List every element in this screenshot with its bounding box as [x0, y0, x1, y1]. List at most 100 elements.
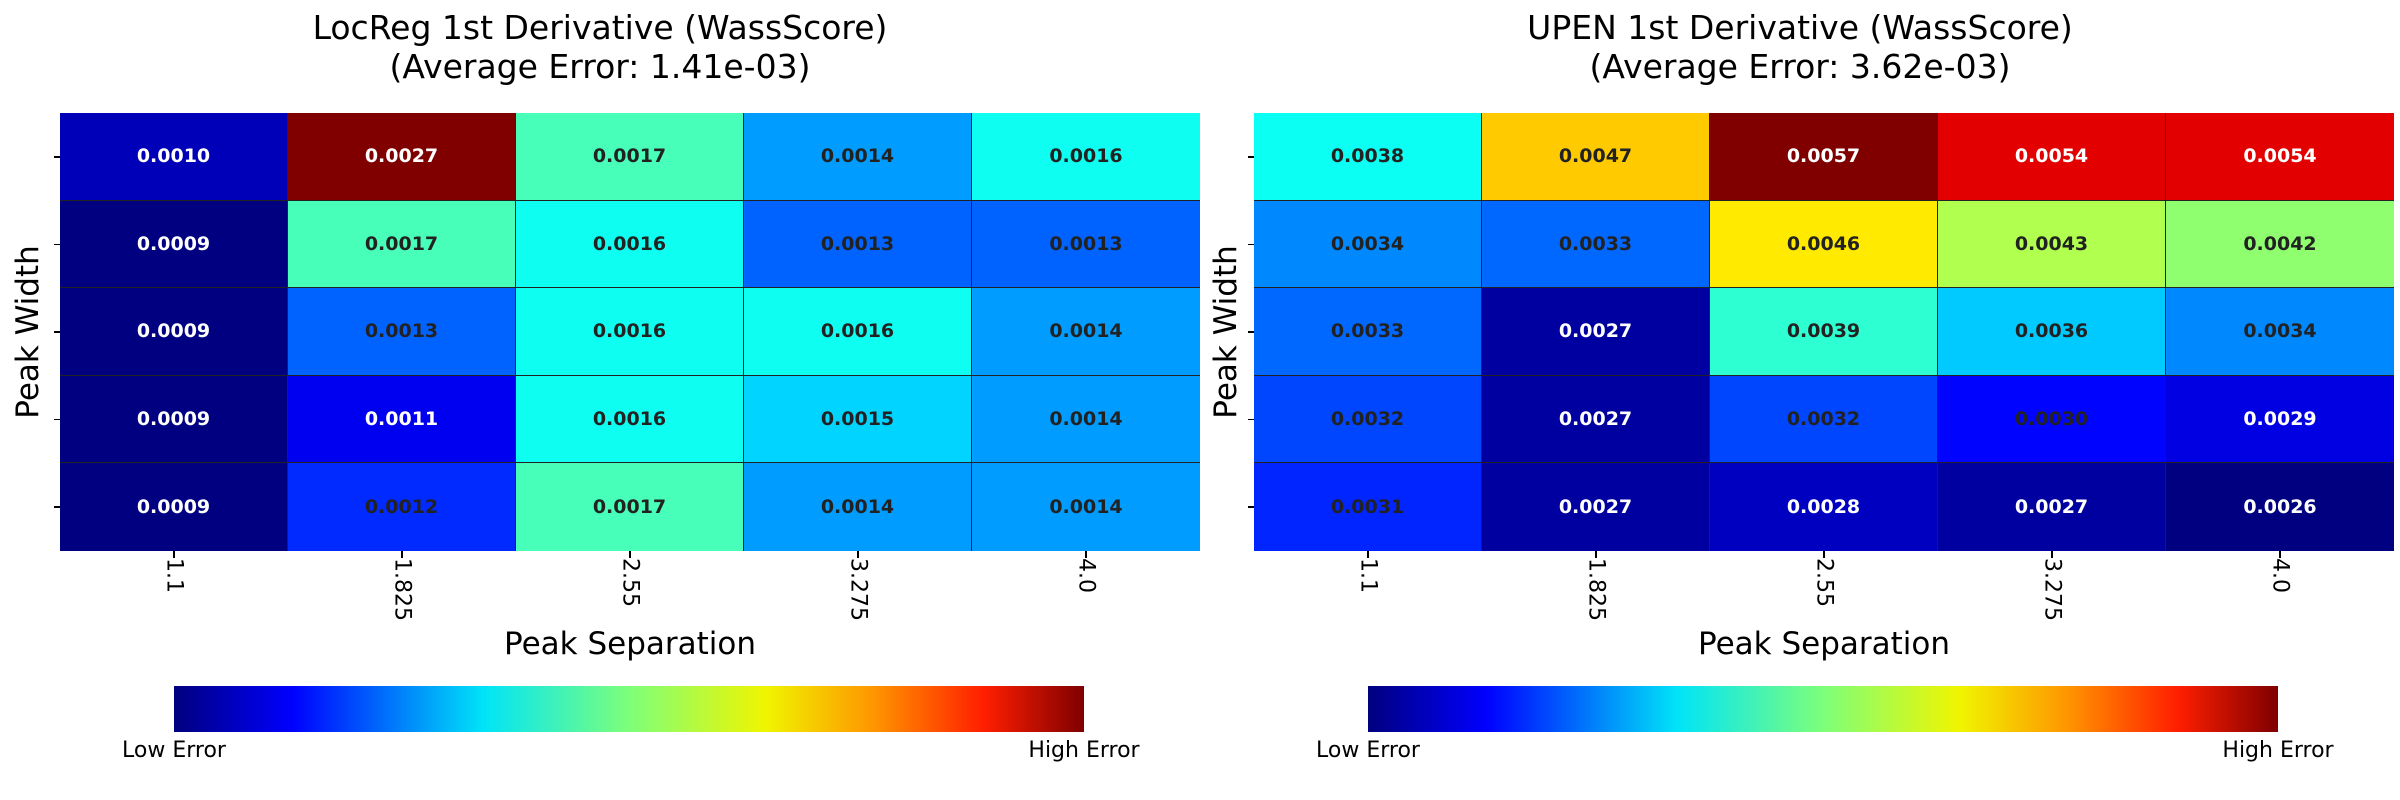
heatmap-cell: 0.0032: [1254, 375, 1482, 464]
heatmap-cell: 0.0043: [1938, 200, 2166, 289]
x-tick-mark: [2279, 551, 2281, 558]
heatmap-cell: 0.0030: [1938, 375, 2166, 464]
colorbar-low-label: Low Error: [122, 738, 226, 763]
heatmap-cell: 0.0013: [288, 288, 516, 376]
y-tick-mark: [1248, 418, 1254, 421]
heatmap-cell: 0.0027: [288, 113, 516, 201]
y-tick-mark: [1248, 156, 1254, 158]
x-tick-label: 1.825: [389, 558, 415, 621]
heatmap-cell: 0.0034: [2166, 288, 2394, 376]
y-axis-label: Peak Width: [10, 245, 46, 419]
heatmap-cell: 0.0009: [60, 288, 288, 376]
heatmap-cell: 0.0014: [744, 113, 972, 201]
heatmap-cell: 0.0016: [516, 200, 744, 289]
heatmap-cell: 0.0014: [972, 375, 1200, 464]
colorbar-low-label: Low Error: [1316, 738, 1420, 763]
x-tick-mark: [857, 551, 859, 558]
x-axis-label: Peak Separation: [1697, 626, 1950, 662]
chart-title-line: UPEN 1st Derivative (WassScore): [1527, 8, 2073, 47]
heatmap-cell: 0.0047: [1482, 113, 1710, 201]
heatmap-cell: 0.0010: [60, 113, 288, 201]
y-tick-mark: [1248, 331, 1254, 333]
heatmap-cell: 0.0027: [1938, 463, 2166, 551]
heatmap-grid: 0.0010 0.0027 0.0017 0.0014 0.0016 0.0009 0.00…: [60, 113, 1200, 551]
heatmap-cell: 0.0032: [1710, 375, 1938, 464]
heatmap-cell: 0.0026: [2166, 463, 2394, 551]
heatmap-cell: 0.0027: [1482, 375, 1710, 464]
chart-title: UPEN 1st Derivative (WassScore) (Average…: [1200, 8, 2400, 86]
chart-subtitle: (Average Error: 3.62e-03): [1589, 47, 2011, 86]
y-tick-mark: [54, 243, 60, 246]
heatmap-cell: 0.0016: [744, 288, 972, 376]
heatmap-cell: 0.0034: [1254, 200, 1482, 289]
heatmap-cell: 0.0057: [1710, 113, 1938, 201]
heatmap-cell: 0.0014: [972, 288, 1200, 376]
x-tick-mark: [1595, 551, 1597, 558]
x-tick-label: 2.55: [1811, 558, 1837, 607]
x-tick-mark: [1823, 551, 1825, 558]
heatmap-cell: 0.0054: [1938, 113, 2166, 201]
y-tick-mark: [54, 418, 60, 421]
x-tick-mark: [173, 551, 175, 558]
x-tick-mark: [1367, 551, 1369, 558]
x-tick-label: 3.275: [2039, 558, 2065, 621]
colorbar-high-label: High Error: [1028, 738, 1140, 763]
y-tick-mark: [1248, 506, 1254, 508]
heatmap-cell: 0.0054: [2166, 113, 2394, 201]
heatmap-cell: 0.0029: [2166, 375, 2394, 464]
heatmap-cell: 0.0016: [516, 375, 744, 464]
heatmap-cell: 0.0033: [1482, 200, 1710, 289]
y-tick-mark: [54, 331, 60, 333]
heatmap-cell: 0.0012: [288, 463, 516, 551]
heatmap-cell: 0.0013: [744, 200, 972, 289]
heatmap-cell: 0.0013: [972, 200, 1200, 289]
x-tick-label: 1.1: [161, 558, 187, 593]
heatmap-grid: 0.0038 0.0047 0.0057 0.0054 0.0054 0.0034 0.00…: [1254, 113, 2394, 551]
colorbar-high-label: High Error: [2222, 738, 2334, 763]
heatmap-cell: 0.0039: [1710, 288, 1938, 376]
heatmap-cell: 0.0011: [288, 375, 516, 464]
chart-subtitle: (Average Error: 1.41e-03): [389, 47, 811, 86]
heatmap-cell: 0.0033: [1254, 288, 1482, 376]
y-tick-mark: [1248, 243, 1254, 246]
chart-title: LocReg 1st Derivative (WassScore) (Avera…: [0, 8, 1200, 86]
heatmap-cell: 0.0036: [1938, 288, 2166, 376]
x-tick-label: 2.55: [617, 558, 643, 607]
y-axis-label: Peak Width: [1208, 245, 1244, 419]
heatmap-cell: 0.0014: [972, 463, 1200, 551]
x-tick-label: 1.1: [1355, 558, 1381, 593]
heatmap-cell: 0.0009: [60, 200, 288, 289]
chart-title-line: LocReg 1st Derivative (WassScore): [312, 8, 888, 47]
heatmap-cell: 0.0009: [60, 375, 288, 464]
heatmap-cell: 0.0028: [1710, 463, 1938, 551]
heatmap-cell: 0.0017: [516, 463, 744, 551]
heatmap-cell: 0.0027: [1482, 463, 1710, 551]
heatmap-cell: 0.0042: [2166, 200, 2394, 289]
x-tick-mark: [629, 551, 631, 558]
x-tick-mark: [2051, 551, 2053, 558]
y-tick-mark: [54, 506, 60, 508]
heatmap-cell: 0.0027: [1482, 288, 1710, 376]
heatmap-cell: 0.0031: [1254, 463, 1482, 551]
heatmap-cell: 0.0017: [288, 200, 516, 289]
heatmap-cell: 0.0016: [516, 288, 744, 376]
heatmap-cell: 0.0009: [60, 463, 288, 551]
heatmap-panel-locreg: LocReg 1st Derivative (WassScore) (Avera…: [0, 8, 1200, 763]
x-tick-mark: [401, 551, 403, 558]
colorbar: [1368, 686, 2278, 732]
colorbar: [174, 686, 1084, 732]
heatmap-cell: 0.0016: [972, 113, 1200, 201]
heatmap-cell: 0.0038: [1254, 113, 1482, 201]
heatmap-panel-upen: UPEN 1st Derivative (WassScore) (Average…: [1200, 0, 2400, 800]
x-tick-label: 3.275: [845, 558, 871, 621]
x-axis-label: Peak Separation: [503, 626, 756, 662]
x-tick-label: 1.825: [1583, 558, 1609, 621]
heatmap-cell: 0.0017: [516, 113, 744, 201]
x-tick-mark: [1085, 551, 1087, 558]
heatmap-cell: 0.0015: [744, 375, 972, 464]
heatmap-cell: 0.0014: [744, 463, 972, 551]
heatmap-cell: 0.0046: [1710, 200, 1938, 289]
x-tick-label: 4.0: [1073, 558, 1099, 593]
x-tick-label: 4.0: [2267, 558, 2293, 593]
y-tick-mark: [54, 156, 60, 158]
